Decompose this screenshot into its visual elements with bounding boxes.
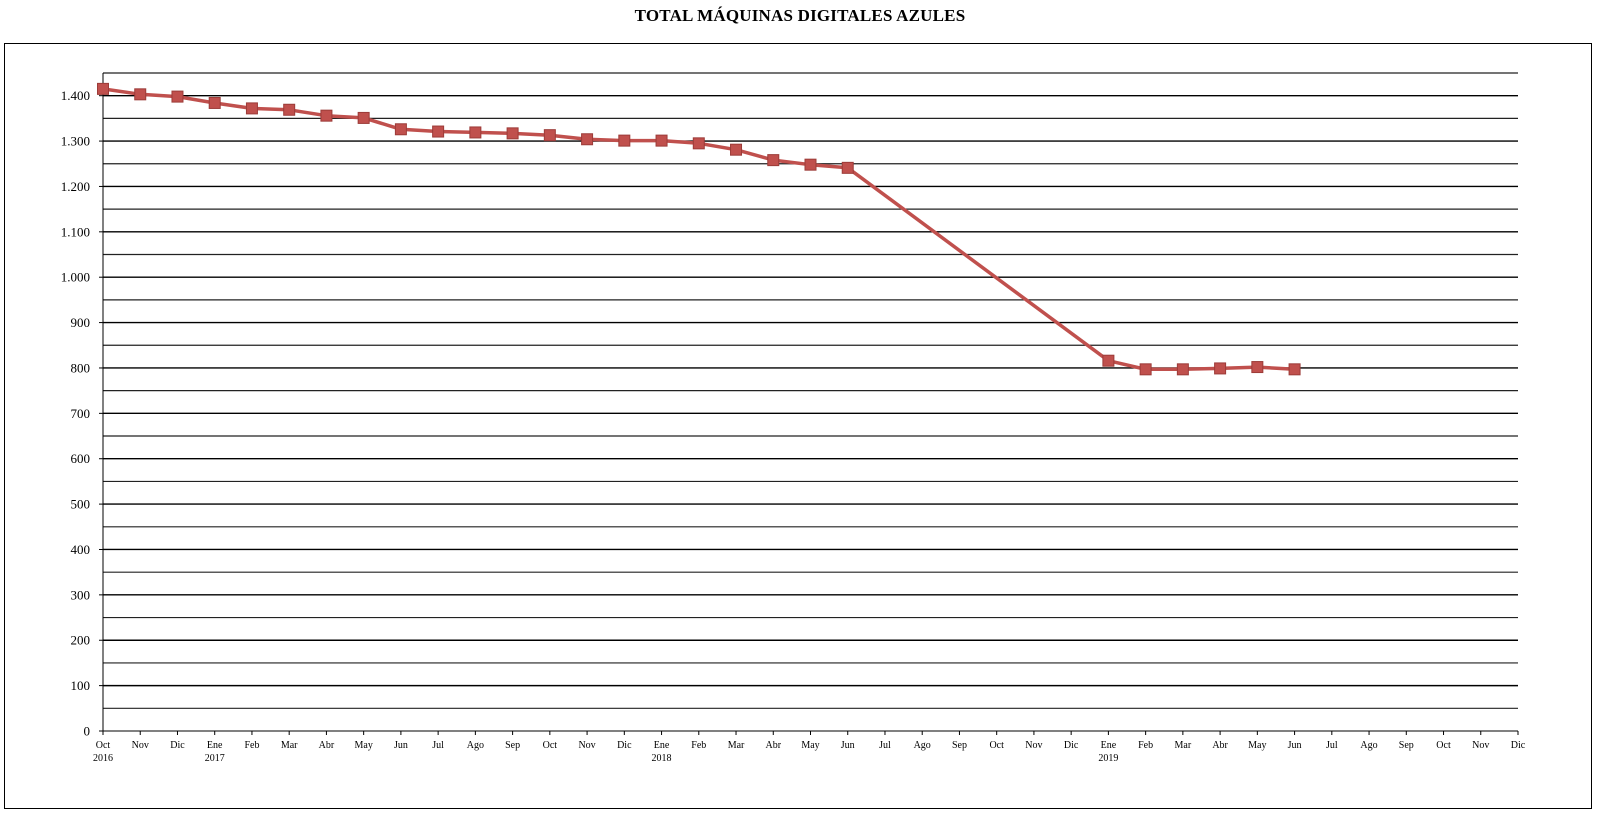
y-tick-label: 500 [71,497,91,512]
data-point-marker [767,154,780,167]
data-point-marker [581,133,594,146]
x-tick-label: Ene [654,740,670,751]
x-tick-label: Nov [578,740,595,751]
y-tick-label: 0 [84,724,91,739]
x-tick-label: Ene [1101,740,1117,751]
data-point-marker [134,88,147,101]
x-tick-label: Dic [170,740,185,751]
series-line [102,87,1295,372]
data-point-marker [543,129,556,142]
x-tick-label: Feb [1138,740,1153,751]
x-year-label: 2019 [1098,753,1118,764]
data-point-marker [692,137,705,150]
data-point-marker [97,82,109,95]
y-tick-label: 1.300 [61,134,90,149]
data-point-marker [841,161,854,174]
series-markers [97,82,1301,376]
y-tick-label: 200 [71,633,91,648]
data-point-marker [208,96,221,109]
y-tick-label: 600 [71,451,91,466]
data-point-marker [804,158,817,171]
data-point-marker [730,143,743,156]
x-tick-label: Ago [914,740,931,751]
y-tick-label: 800 [71,360,91,375]
x-tick-label: Ago [467,740,484,751]
data-point-marker [1214,362,1227,375]
data-point-marker [283,103,296,116]
data-point-marker [171,90,184,103]
x-tick-label: Jul [432,740,444,751]
x-tick-label: Oct [96,740,111,751]
x-tick-label: Jun [841,740,855,751]
data-point-marker [320,109,333,122]
x-tick-label: Sep [505,740,520,751]
x-tick-label: May [1248,740,1266,751]
data-point-marker [506,127,519,140]
x-tick-label: Mar [728,740,745,751]
x-tick-label: Dic [1511,740,1526,751]
x-tick-label: Oct [543,740,558,751]
y-tick-label: 1.100 [61,224,90,239]
data-point-marker [655,134,668,147]
x-tick-label: May [354,740,372,751]
x-tick-label: Mar [281,740,298,751]
x-tick-label: Nov [1025,740,1042,751]
x-tick-label: Jun [1288,740,1302,751]
data-point-marker [394,123,407,136]
data-point-marker [1176,363,1189,376]
y-tick-label: 1.400 [61,88,90,103]
x-tick-label: Abr [765,740,781,751]
y-tick-label: 300 [71,587,91,602]
x-tick-label: May [801,740,819,751]
y-tick-label: 100 [71,678,91,693]
x-tick-label: Ene [207,740,223,751]
axes [99,73,1519,735]
x-tick-label: Abr [1212,740,1228,751]
data-point-marker [1251,361,1264,374]
x-tick-label: Feb [244,740,259,751]
x-tick-label: Oct [1436,740,1451,751]
x-year-label: 2016 [93,753,113,764]
y-tick-label: 1.000 [61,270,90,285]
x-tick-label: Feb [691,740,706,751]
y-tick-label: 400 [71,542,91,557]
chart-title: TOTAL MÁQUINAS DIGITALES AZULES [634,6,966,25]
data-point-marker [1288,363,1301,376]
x-year-label: 2017 [205,753,225,764]
data-point-marker [432,125,445,138]
series-line-path [102,87,1295,372]
x-tick-label: Jul [879,740,891,751]
y-tick-label: 700 [71,406,91,421]
x-tick-label: Abr [319,740,335,751]
x-tick-label: Nov [1472,740,1489,751]
y-tick-label: 900 [71,315,91,330]
x-tick-label: Jul [1326,740,1338,751]
x-tick-label: Ago [1360,740,1377,751]
x-tick-label: Dic [617,740,632,751]
x-year-label: 2018 [652,753,672,764]
y-tick-label: 1.200 [61,179,90,194]
x-tick-label: Jun [394,740,408,751]
data-point-marker [469,126,482,139]
gridlines [103,72,1518,709]
x-tick-label: Oct [989,740,1004,751]
x-tick-label: Dic [1064,740,1079,751]
x-tick-label: Nov [132,740,149,751]
x-tick-label: Sep [952,740,967,751]
data-point-marker [1139,363,1152,376]
tick-labels: 0 100 200 300 400 500 600 700 800 900 1.000 1.100 1.… [61,88,1526,764]
data-point-marker [245,102,258,115]
data-point-marker [357,111,370,124]
chart-frame [4,43,1592,809]
x-tick-label: Sep [1399,740,1414,751]
x-tick-label: Mar [1175,740,1192,751]
data-point-marker [1102,354,1115,367]
data-point-marker [618,134,631,147]
